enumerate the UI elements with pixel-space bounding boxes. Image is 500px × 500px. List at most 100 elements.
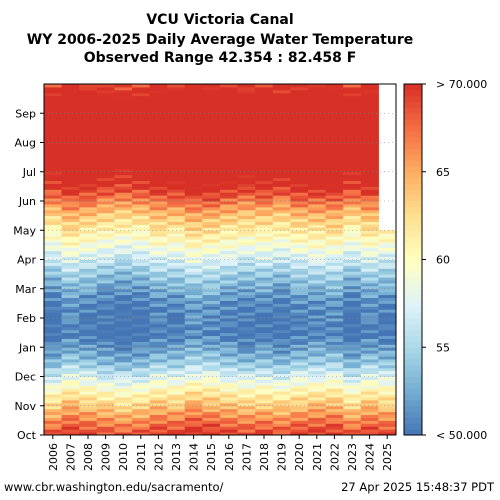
heatmap-cell — [167, 227, 186, 231]
heatmap-cell — [360, 168, 379, 173]
heatmap-cell — [79, 174, 98, 179]
heatmap-cell — [237, 177, 256, 182]
colorbar-segment — [404, 201, 422, 208]
heatmap-cell — [44, 367, 63, 372]
heatmap-cell — [325, 89, 344, 94]
colorbar-segment — [404, 195, 422, 202]
heatmap-cell — [61, 423, 80, 427]
heatmap-cell — [272, 133, 291, 138]
heatmap-cell — [79, 271, 98, 275]
heatmap-cell — [184, 142, 203, 146]
heatmap-cell — [272, 89, 291, 94]
heatmap-cell — [343, 189, 362, 193]
heatmap-cell — [132, 420, 151, 424]
heatmap-cell — [79, 282, 98, 287]
heatmap-cell — [272, 350, 291, 354]
heatmap-cell — [132, 84, 151, 88]
heatmap-cell — [202, 426, 221, 430]
heatmap-cell — [167, 402, 186, 407]
heatmap-cell — [360, 180, 379, 184]
heatmap-cell — [272, 98, 291, 103]
heatmap-cell — [308, 350, 327, 354]
heatmap-cell — [308, 171, 327, 176]
heatmap-cell — [44, 244, 63, 249]
heatmap-cell — [237, 174, 256, 179]
heatmap-cell — [378, 341, 397, 345]
heatmap-cell — [79, 218, 98, 222]
y-tick-label: Jun — [18, 195, 36, 208]
heatmap-cell — [290, 262, 309, 266]
heatmap-cell — [343, 358, 362, 363]
heatmap-cell — [202, 113, 221, 117]
heatmap-cell — [343, 344, 362, 348]
heatmap-cell — [184, 332, 203, 337]
heatmap-cell — [132, 309, 151, 313]
heatmap-cell — [360, 139, 379, 143]
heatmap-cell — [149, 177, 168, 182]
heatmap-cell — [44, 344, 63, 348]
colorbar-segment — [404, 329, 422, 337]
heatmap-cell — [96, 142, 115, 146]
heatmap-cell — [167, 253, 186, 258]
heatmap-cell — [44, 98, 63, 103]
heatmap-cell — [343, 338, 362, 342]
heatmap-cell — [255, 370, 274, 375]
heatmap-cell — [308, 189, 327, 193]
heatmap-cell — [114, 402, 133, 407]
heatmap-cell — [149, 350, 168, 354]
heatmap-cell — [96, 303, 115, 307]
heatmap-cell — [202, 315, 221, 319]
heatmap-cell — [167, 391, 186, 395]
heatmap-cell — [255, 218, 274, 222]
heatmap-cell — [79, 162, 98, 167]
heatmap-cell — [202, 429, 221, 433]
heatmap-cell — [114, 367, 133, 372]
heatmap-cell — [343, 116, 362, 120]
heatmap-cell — [149, 318, 168, 322]
heatmap-cell — [378, 262, 397, 266]
heatmap-cell — [114, 154, 133, 158]
heatmap-cell — [114, 408, 133, 413]
heatmap-cell — [220, 241, 239, 246]
heatmap-cell — [149, 388, 168, 392]
heatmap-cell — [79, 236, 98, 240]
heatmap-cell — [378, 417, 397, 421]
x-tick-label: 2023 — [346, 443, 359, 471]
heatmap-cell — [308, 329, 327, 334]
heatmap-cell — [132, 139, 151, 143]
heatmap-cell — [167, 279, 186, 284]
heatmap-cell — [149, 107, 168, 111]
heatmap-cell — [325, 139, 344, 143]
heatmap-cell — [96, 136, 115, 141]
heatmap-cell — [360, 282, 379, 287]
heatmap-cell — [360, 119, 379, 123]
heatmap-cell — [360, 364, 379, 369]
heatmap-cell — [378, 414, 397, 418]
heatmap-cell — [149, 89, 168, 94]
source-url[interactable]: www.cbr.washington.edu/sacramento/ — [4, 480, 224, 494]
heatmap-cell — [184, 274, 203, 278]
heatmap-cell — [290, 239, 309, 243]
colorbar-segment — [404, 212, 422, 220]
heatmap-cell — [79, 396, 98, 401]
heatmap-cell — [378, 432, 397, 436]
heatmap-cell — [360, 250, 379, 255]
heatmap-cell — [343, 195, 362, 199]
heatmap-cell — [360, 142, 379, 146]
heatmap-cell — [308, 423, 327, 427]
heatmap-cell — [79, 89, 98, 94]
heatmap-cell — [149, 268, 168, 272]
heatmap-cell — [44, 162, 63, 167]
heatmap-cell — [325, 104, 344, 108]
heatmap-cell — [184, 116, 203, 120]
heatmap-cell — [184, 124, 203, 129]
heatmap-cell — [132, 148, 151, 152]
heatmap-cell — [220, 291, 239, 296]
heatmap-cell — [378, 268, 397, 272]
heatmap-cell — [167, 136, 186, 141]
heatmap-cell — [255, 282, 274, 287]
heatmap-cell — [272, 320, 291, 325]
heatmap-cell — [343, 259, 362, 263]
heatmap-cell — [114, 122, 133, 126]
heatmap-cell — [44, 394, 63, 398]
